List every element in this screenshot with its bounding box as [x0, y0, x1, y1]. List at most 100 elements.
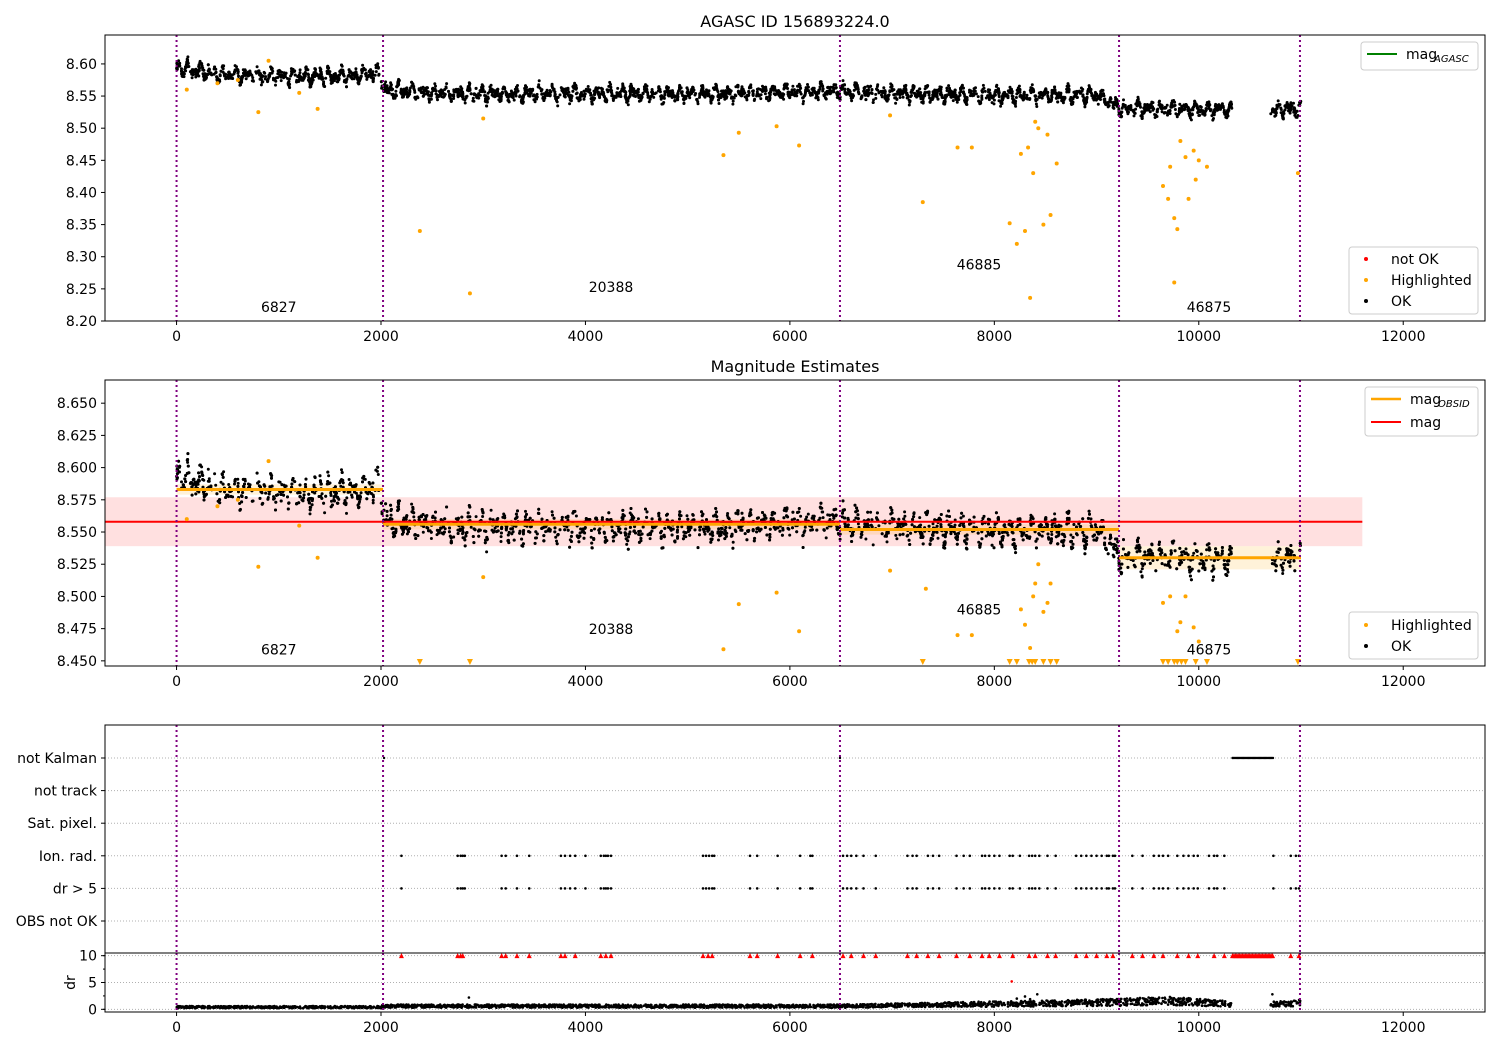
ok-point	[710, 94, 714, 98]
ok-point	[237, 74, 240, 78]
ok-point	[928, 100, 932, 104]
ok-point	[236, 68, 240, 72]
ok-point	[436, 98, 439, 102]
ok-point	[769, 89, 773, 93]
ok-point	[586, 88, 590, 92]
ok-point	[961, 86, 965, 90]
ok-point	[505, 92, 509, 96]
y-tick-label: 8.25	[66, 282, 97, 298]
ok-point	[513, 87, 517, 91]
ok-point	[578, 96, 582, 100]
ok-point	[512, 91, 516, 95]
ok-point	[1059, 91, 1063, 95]
ok-point	[1226, 114, 1230, 118]
ok-point	[419, 86, 423, 90]
ok-point	[945, 86, 949, 90]
ok-point	[520, 98, 524, 102]
ok-point	[813, 90, 817, 94]
x-tick-label: 10000	[1177, 329, 1222, 345]
ok-point	[1141, 111, 1145, 115]
ok-point	[1220, 105, 1224, 109]
ok-point	[375, 64, 379, 68]
ok-point	[573, 81, 577, 85]
ok-point	[981, 83, 985, 87]
ok-point	[1100, 89, 1104, 93]
ok-point	[700, 89, 704, 92]
ok-point	[765, 96, 769, 99]
ok-point	[553, 90, 557, 94]
ok-point	[605, 88, 609, 92]
highlighted-point	[266, 58, 271, 63]
ok-point	[1002, 91, 1006, 95]
ok-point	[485, 104, 489, 108]
ok-point	[1147, 103, 1151, 107]
ok-point	[1288, 109, 1292, 113]
ok-point	[243, 69, 247, 73]
ok-point	[314, 72, 317, 76]
ok-point	[1276, 99, 1280, 103]
ok-point	[1227, 105, 1231, 109]
ok-point	[997, 94, 1001, 97]
ok-point	[258, 77, 262, 81]
ok-point	[286, 77, 289, 80]
ok-point	[791, 84, 795, 88]
ok-point	[640, 95, 644, 99]
ok-point	[659, 97, 663, 101]
ok-point	[431, 87, 434, 91]
ok-point	[1095, 97, 1099, 101]
ok-point	[1030, 86, 1034, 90]
ok-point	[1155, 108, 1159, 112]
ok-point	[201, 72, 205, 76]
ok-point	[293, 73, 297, 77]
ok-point	[377, 73, 381, 77]
ok-point	[1275, 106, 1279, 110]
ok-point	[962, 90, 965, 94]
ok-point	[1030, 83, 1034, 87]
ok-point	[644, 90, 648, 93]
ok-point	[947, 84, 951, 88]
ok-point	[1197, 114, 1201, 117]
ok-point	[728, 92, 732, 96]
highlighted-point	[1196, 158, 1201, 163]
ok-point	[980, 94, 984, 98]
ok-point	[1050, 91, 1054, 94]
ok-point	[945, 94, 948, 98]
ok-point	[725, 90, 729, 94]
ok-point	[207, 68, 211, 71]
ok-point	[1037, 95, 1041, 99]
ok-point	[768, 97, 772, 101]
ok-point	[180, 69, 183, 73]
ok-point	[645, 87, 649, 91]
ok-point	[1044, 88, 1048, 92]
highlighted-point	[888, 113, 893, 118]
ok-point	[1169, 105, 1173, 109]
ok-point	[802, 99, 805, 103]
ok-point	[365, 75, 369, 79]
ok-point	[1207, 103, 1211, 107]
ok-point	[955, 98, 959, 102]
ok-point	[848, 93, 852, 97]
ok-point	[304, 68, 308, 72]
ok-point	[703, 93, 706, 96]
ok-point	[714, 85, 717, 89]
ok-point	[701, 85, 705, 89]
ok-point	[625, 100, 629, 104]
ok-point	[566, 88, 570, 92]
ok-point	[776, 89, 780, 93]
ok-point	[496, 87, 500, 91]
ok-point	[350, 77, 354, 81]
ok-point	[340, 63, 343, 67]
ok-point	[394, 89, 398, 93]
ok-point	[1124, 107, 1128, 111]
ok-point	[410, 80, 414, 84]
ok-point	[870, 88, 874, 92]
ok-point	[556, 104, 560, 108]
ok-point	[389, 86, 393, 90]
ok-point	[523, 88, 527, 92]
ok-point	[810, 87, 814, 91]
ok-point	[781, 92, 785, 96]
ok-point	[1196, 107, 1200, 111]
ok-point	[720, 92, 724, 96]
ok-point	[648, 97, 652, 101]
ok-point	[703, 95, 707, 99]
